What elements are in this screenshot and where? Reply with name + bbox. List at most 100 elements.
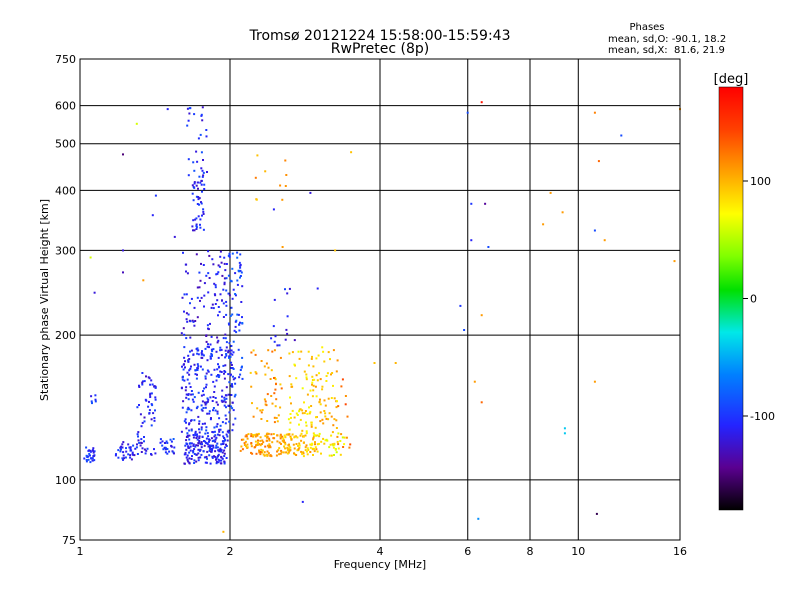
data-point bbox=[212, 446, 215, 449]
data-point bbox=[150, 418, 153, 421]
data-point bbox=[193, 229, 196, 232]
data-point bbox=[261, 439, 264, 442]
data-point bbox=[121, 443, 124, 446]
data-point bbox=[89, 256, 92, 259]
data-point bbox=[226, 430, 229, 433]
data-point bbox=[220, 399, 223, 402]
data-point bbox=[211, 354, 213, 357]
data-point bbox=[217, 461, 220, 464]
data-point bbox=[320, 440, 323, 443]
data-point bbox=[183, 333, 186, 336]
x-tick-label: 6 bbox=[464, 545, 471, 558]
phases-line-x: mean, sd,X: 81.6, 21.9 bbox=[608, 45, 725, 56]
data-point bbox=[231, 313, 234, 316]
data-point bbox=[201, 119, 204, 122]
data-point bbox=[201, 350, 203, 353]
data-point bbox=[195, 444, 198, 447]
data-point bbox=[201, 422, 204, 425]
data-point bbox=[301, 412, 304, 415]
data-point bbox=[217, 339, 220, 342]
data-point bbox=[305, 432, 308, 435]
data-point bbox=[322, 422, 325, 425]
data-point bbox=[276, 344, 279, 347]
data-point bbox=[344, 403, 347, 406]
data-point bbox=[183, 379, 186, 382]
data-point bbox=[87, 455, 90, 458]
data-point bbox=[227, 292, 230, 295]
data-point bbox=[278, 453, 281, 456]
data-point bbox=[335, 427, 338, 429]
data-point bbox=[148, 400, 150, 403]
data-point bbox=[273, 349, 276, 352]
data-point bbox=[210, 335, 213, 338]
data-point bbox=[188, 461, 191, 464]
data-point bbox=[283, 434, 286, 437]
data-point bbox=[205, 334, 208, 337]
data-point bbox=[185, 448, 188, 451]
data-point bbox=[203, 387, 206, 390]
data-point bbox=[267, 366, 270, 369]
data-point bbox=[201, 169, 204, 172]
data-point bbox=[173, 235, 176, 238]
data-point bbox=[201, 214, 203, 217]
data-point bbox=[228, 342, 231, 345]
data-point bbox=[305, 430, 308, 433]
data-point bbox=[325, 375, 328, 377]
data-point bbox=[240, 271, 243, 274]
data-point bbox=[206, 345, 209, 348]
data-point bbox=[216, 299, 219, 302]
data-point bbox=[350, 151, 353, 154]
data-point bbox=[324, 404, 327, 407]
data-point bbox=[185, 456, 188, 459]
data-point bbox=[307, 350, 310, 353]
data-point bbox=[343, 436, 346, 439]
data-point bbox=[210, 449, 213, 452]
data-point bbox=[204, 375, 207, 378]
data-point bbox=[190, 393, 193, 396]
data-point bbox=[214, 286, 217, 289]
data-point bbox=[268, 443, 271, 446]
data-point bbox=[83, 457, 86, 460]
data-point bbox=[215, 350, 218, 353]
data-point bbox=[288, 449, 291, 452]
data-point bbox=[323, 410, 326, 412]
data-point bbox=[190, 349, 193, 352]
data-point bbox=[219, 293, 222, 296]
data-point bbox=[293, 363, 296, 366]
data-point bbox=[245, 445, 247, 448]
data-point bbox=[234, 393, 237, 396]
data-point bbox=[141, 381, 144, 384]
data-point bbox=[309, 451, 312, 453]
data-point bbox=[254, 440, 257, 443]
data-point bbox=[203, 305, 205, 308]
data-point bbox=[239, 276, 241, 279]
data-point bbox=[200, 426, 203, 429]
data-point bbox=[217, 363, 219, 366]
data-point bbox=[221, 395, 223, 398]
data-point bbox=[267, 349, 270, 352]
data-point bbox=[542, 223, 545, 226]
data-point bbox=[311, 381, 314, 384]
data-point bbox=[470, 239, 473, 242]
data-point bbox=[129, 446, 132, 449]
data-point bbox=[190, 442, 193, 445]
data-point bbox=[130, 458, 133, 461]
data-point bbox=[188, 382, 191, 385]
data-point bbox=[211, 400, 214, 402]
data-point bbox=[217, 454, 220, 457]
data-point bbox=[214, 438, 217, 441]
data-point bbox=[198, 203, 200, 206]
data-point bbox=[209, 418, 212, 421]
data-point bbox=[183, 293, 186, 296]
data-point bbox=[330, 454, 333, 457]
data-point bbox=[191, 455, 193, 458]
data-point bbox=[264, 373, 267, 376]
data-point bbox=[136, 433, 139, 436]
data-point bbox=[91, 459, 94, 462]
data-point bbox=[394, 362, 397, 364]
data-point bbox=[309, 191, 312, 194]
data-point bbox=[254, 371, 257, 374]
data-point bbox=[188, 446, 191, 449]
data-point bbox=[225, 313, 228, 316]
data-point bbox=[240, 438, 243, 441]
